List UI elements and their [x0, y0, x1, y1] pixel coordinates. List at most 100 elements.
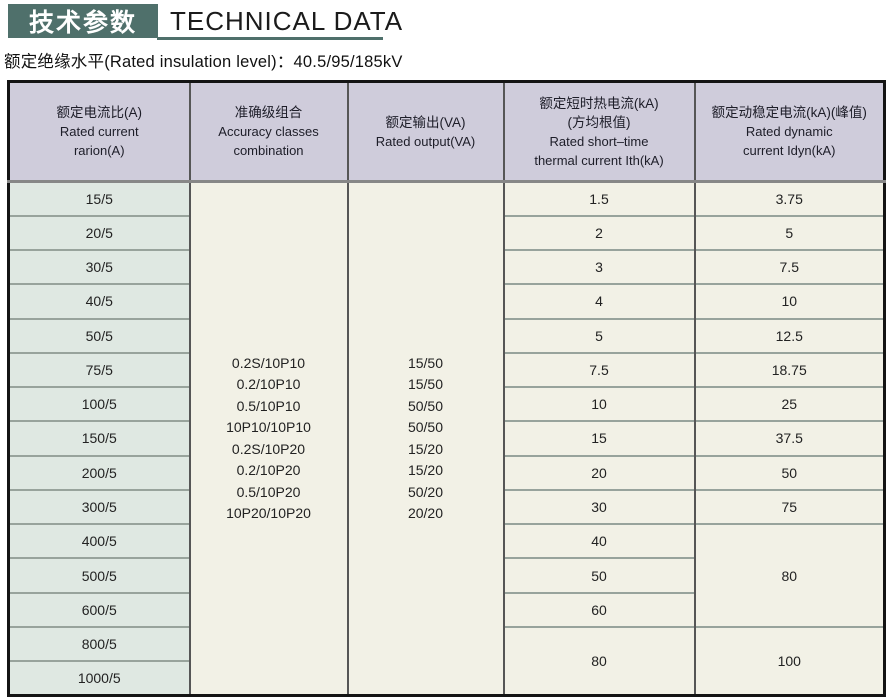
thermal-current-cell: 3: [502, 249, 695, 285]
rated-output-item: 15/50: [407, 376, 444, 392]
ratio-cell: 30/5: [7, 249, 190, 285]
header-dynamic-current-en2: current Idyn(kA): [743, 143, 836, 158]
header-rated-current-ratio-zh: 额定电流比(A): [56, 105, 143, 120]
table-row: 500/5 50: [7, 557, 885, 593]
dynamic-current-cell: 37.5: [693, 420, 885, 456]
dynamic-current-cell: 10: [693, 283, 885, 319]
header-dynamic-current-en1: Rated dynamic: [745, 124, 833, 139]
thermal-current-cell: 60: [502, 591, 695, 627]
table-row: 800/5 80 100: [7, 625, 885, 696]
ratio-cell: 150/5: [7, 420, 190, 456]
table-row: 40/5 4 10: [7, 283, 885, 319]
thermal-current-cell: 15: [502, 420, 695, 456]
table-row: 15/5 0.2S/10P10 0.2/10P10 0.5/10P10 10P1…: [7, 181, 885, 696]
section-title-zh: 技术参数: [28, 9, 137, 37]
ratio-cell: 15/5: [7, 181, 190, 216]
accuracy-class-item: 0.2S/10P20: [231, 440, 306, 457]
accuracy-classes-cell: 0.2S/10P10 0.2/10P10 0.5/10P10 10P10/10P…: [188, 181, 348, 696]
section-title-en: TECHNICAL DATA: [170, 6, 404, 36]
table-row: 30/5 3 7.5: [7, 249, 885, 285]
dynamic-current-cell: 25: [693, 386, 885, 422]
table-row: 200/5 20 50: [7, 454, 885, 490]
accuracy-class-item: 0.2/10P10: [236, 376, 301, 392]
header-rated-output-en: Rated output(VA): [375, 133, 476, 149]
thermal-current-cell: 7.5: [502, 351, 695, 388]
accuracy-class-item: 0.2/10P20: [236, 462, 301, 478]
rated-output-cell: 15/50 15/50 50/50 50/50 15/20 15/20 50/2…: [346, 181, 504, 696]
dynamic-current-cell: 50: [693, 454, 885, 490]
table-row: 1000/5: [7, 660, 885, 696]
header-dynamic-current-zh: 额定动稳定电流(kA)(峰值): [711, 105, 867, 120]
header-accuracy-classes-en1: Accuracy classes: [218, 124, 319, 139]
dynamic-current-cell: 5: [693, 214, 885, 251]
thermal-current-cell: 20: [502, 454, 695, 490]
thermal-current-cell: 30: [502, 488, 695, 525]
thermal-current-cell: 5: [502, 317, 695, 353]
technical-data-table-wrap: 额定电流比(A) Rated current rarion(A) 准确级组合 A…: [7, 80, 886, 697]
header-rated-current-ratio-en2: rarion(A): [73, 143, 125, 158]
header-row: 额定电流比(A) Rated current rarion(A) 准确级组合 A…: [7, 81, 885, 183]
header-thermal-current-zh2: (方均根值): [567, 114, 631, 130]
section-title-box: 技术参数: [8, 4, 158, 38]
accuracy-class-item: 10P20/10P20: [226, 505, 311, 521]
header-rated-output-zh: 额定输出(VA): [385, 114, 466, 130]
header-rated-current-ratio: 额定电流比(A) Rated current rarion(A): [7, 81, 190, 183]
thermal-current-cell: 4: [502, 283, 695, 319]
thermal-current-merged-cell: 80: [502, 625, 695, 696]
table-row: 600/5 60: [7, 591, 885, 627]
table-row: 75/5 7.5 18.75: [7, 351, 885, 388]
accuracy-class-item: 0.5/10P20: [236, 483, 301, 500]
ratio-cell: 500/5: [7, 557, 190, 593]
header-thermal-current-en2: thermal current Ith(kA): [534, 152, 664, 168]
thermal-current-cell: 2: [502, 214, 695, 251]
rated-output-item: 20/20: [407, 505, 444, 521]
technical-data-table: 额定电流比(A) Rated current rarion(A) 准确级组合 A…: [7, 80, 886, 697]
dynamic-current-cell: 12.5: [693, 317, 885, 353]
table-row: 20/5 2 5: [7, 214, 885, 251]
dynamic-current-cell: 75: [693, 488, 885, 525]
accuracy-class-item: 10P10/10P10: [226, 419, 311, 435]
accuracy-class-item: 0.2S/10P10: [231, 354, 306, 371]
table-row: 300/5 30 75: [7, 488, 885, 525]
accuracy-class-item: 0.5/10P10: [236, 397, 301, 414]
dynamic-current-cell: 7.5: [693, 249, 885, 285]
table-row: 400/5 40 80: [7, 523, 885, 627]
thermal-current-cell: 10: [502, 386, 695, 422]
dynamic-current-merged-cell: 100: [693, 625, 885, 696]
ratio-cell: 400/5: [7, 523, 190, 559]
rated-output-item: 50/50: [407, 419, 444, 435]
ratio-cell: 200/5: [7, 454, 190, 490]
header-thermal-current-en1: Rated short–time: [549, 133, 649, 149]
table-row: 50/5 5 12.5: [7, 317, 885, 353]
ratio-cell: 800/5: [7, 625, 190, 662]
header-accuracy-classes-en2: combination: [233, 143, 304, 158]
table-row: 150/5 15 37.5: [7, 420, 885, 456]
ratio-cell: 40/5: [7, 283, 190, 319]
header-thermal-current: 额定短时热电流(kA) (方均根值) Rated short–time ther…: [502, 81, 695, 183]
header-rated-output: 额定输出(VA) Rated output(VA): [346, 81, 504, 183]
rated-output-item: 15/20: [407, 462, 444, 478]
thermal-current-cell: 40: [502, 523, 695, 559]
thermal-current-cell: 1.5: [502, 181, 695, 216]
ratio-cell: 600/5: [7, 591, 190, 627]
ratio-cell: 1000/5: [7, 660, 190, 696]
header-accuracy-classes: 准确级组合 Accuracy classes combination: [188, 81, 348, 183]
ratio-cell: 50/5: [7, 317, 190, 353]
rated-output-item: 50/20: [407, 483, 444, 500]
title-underline: [157, 37, 383, 40]
ratio-cell: 20/5: [7, 214, 190, 251]
dynamic-current-cell: 18.75: [693, 351, 885, 388]
rated-output-item: 50/50: [407, 397, 444, 414]
header-rated-current-ratio-en1: Rated current: [59, 124, 139, 139]
rated-insulation-level: 额定绝缘水平(Rated insulation level)：40.5/95/1…: [4, 53, 403, 71]
table-row: 100/5 10 25: [7, 386, 885, 422]
header-accuracy-classes-zh: 准确级组合: [234, 105, 303, 120]
header-dynamic-current: 额定动稳定电流(kA)(峰值) Rated dynamic current Id…: [693, 81, 885, 183]
thermal-current-cell: 50: [502, 557, 695, 593]
dynamic-current-cell: 3.75: [693, 181, 885, 216]
ratio-cell: 300/5: [7, 488, 190, 525]
rated-output-item: 15/20: [407, 440, 444, 457]
ratio-cell: 75/5: [7, 351, 190, 388]
dynamic-current-merged-cell: 80: [693, 523, 885, 627]
